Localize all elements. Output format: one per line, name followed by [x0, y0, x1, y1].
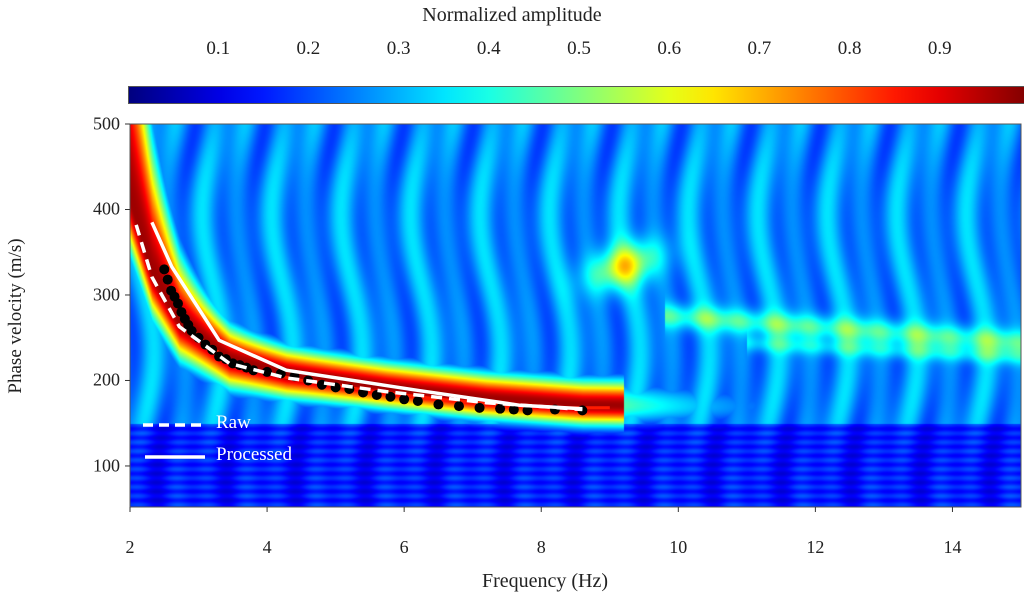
- y-tick-label: 400: [93, 198, 120, 219]
- data-point: [433, 399, 444, 410]
- data-point: [412, 395, 423, 406]
- series-line-raw: [134, 224, 583, 412]
- data-point: [172, 298, 183, 309]
- x-tick-label: 8: [536, 537, 546, 557]
- plot-frame: [129, 123, 1022, 508]
- y-tick-label: 500: [93, 113, 120, 134]
- colorbar-tick-label: 0.1: [206, 38, 231, 59]
- colorbar-tick-label: 0.3: [386, 38, 411, 59]
- colorbar-tick-label: 0.9: [927, 38, 952, 59]
- data-point: [453, 401, 464, 412]
- y-tick-label: 100: [93, 455, 120, 476]
- data-point: [385, 391, 396, 402]
- x-tick-label: 14: [943, 537, 962, 557]
- data-point: [399, 394, 410, 405]
- series-line-processed: [150, 221, 583, 411]
- colorbar-tick-label: 0.7: [747, 38, 772, 59]
- x-tick-label: 6: [399, 537, 409, 557]
- colorbar-tick-label: 0.8: [837, 38, 862, 59]
- colorbar-title: Normalized amplitude: [422, 4, 602, 26]
- x-tick-label: 2: [125, 537, 135, 557]
- colorbar: [128, 86, 1024, 104]
- data-point: [474, 402, 485, 413]
- data-point: [162, 274, 173, 285]
- x-tick-label: 10: [669, 537, 688, 557]
- x-tick-label: 12: [806, 537, 825, 557]
- colorbar-tick-label: 0.4: [476, 38, 501, 59]
- x-axis-label: Frequency (Hz): [481, 570, 609, 592]
- data-point: [508, 404, 519, 415]
- colorbar-tick-label: 0.2: [296, 38, 321, 59]
- data-point: [522, 405, 533, 416]
- y-tick-label: 200: [93, 369, 120, 390]
- legend-label-processed: Processed: [216, 444, 292, 465]
- colorbar-tick-label: 0.6: [657, 38, 682, 59]
- data-point: [495, 403, 506, 414]
- data-point: [262, 366, 273, 377]
- colorbar-tick-label: 0.5: [567, 38, 591, 59]
- y-axis-label: Phase velocity (m/s): [5, 238, 26, 394]
- x-tick-label: 4: [262, 537, 272, 557]
- data-point: [371, 390, 382, 401]
- series-line-picked-maxima: [169, 294, 610, 410]
- legend-label-raw: Raw: [216, 412, 251, 433]
- dispersion-heatmap: [130, 124, 1021, 507]
- y-tick-label: 300: [93, 284, 120, 305]
- data-point: [186, 325, 197, 336]
- data-point: [159, 264, 170, 275]
